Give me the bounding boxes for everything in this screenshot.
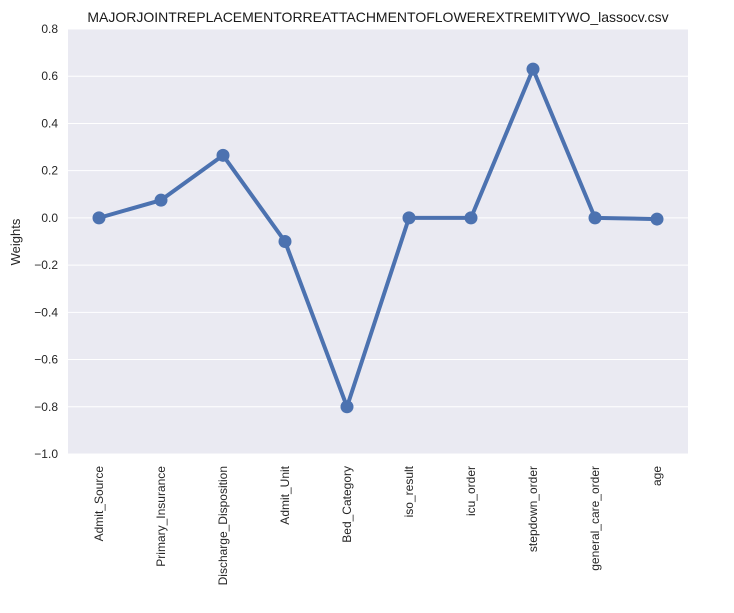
data-point: [340, 400, 354, 414]
y-tick-label: −0.2: [34, 258, 58, 272]
data-point: [526, 62, 540, 76]
x-tick-label: Admit_Unit: [278, 465, 292, 524]
x-tick-label: Discharge_Disposition: [216, 466, 230, 585]
x-tick-label: icu_order: [464, 466, 478, 516]
y-tick-label: 0.6: [41, 69, 58, 83]
data-point: [464, 211, 478, 225]
y-tick-label: −0.6: [34, 353, 58, 367]
data-point: [154, 193, 168, 207]
x-tick-label: Admit_Source: [92, 466, 106, 542]
y-axis-label: Weights: [8, 218, 23, 265]
y-tick-label: 0.4: [41, 116, 58, 130]
data-point: [216, 148, 230, 162]
plot-area: [68, 29, 688, 454]
x-tick-label: general_care_order: [588, 466, 602, 571]
data-point: [278, 235, 292, 248]
data-point: [588, 211, 602, 225]
x-tick-label: iso_result: [402, 465, 416, 517]
series-line: [98, 67, 658, 409]
x-axis-ticks: Admit_Source Primary_Insurance Discharge_D…: [92, 465, 664, 585]
series-weights: [92, 62, 664, 414]
y-tick-label: 0.2: [41, 164, 58, 178]
y-tick-label: −1.0: [34, 447, 58, 461]
x-tick-label: age: [650, 466, 664, 486]
gridlines: [68, 28, 688, 455]
data-point: [402, 211, 416, 225]
x-tick-label: Primary_Insurance: [154, 466, 168, 567]
y-tick-label: −0.8: [34, 400, 58, 414]
data-point: [650, 212, 664, 226]
y-tick-label: −0.4: [34, 305, 58, 319]
x-tick-label: Bed_Category: [340, 466, 354, 543]
y-tick-label: 0.8: [41, 22, 58, 36]
chart-title: MAJORJOINTREPLACEMENTORREATTACHMENTOFLOW…: [87, 9, 668, 25]
x-tick-label: stepdown_order: [526, 466, 540, 552]
data-point: [92, 211, 106, 225]
y-axis-ticks: 0.8 0.6 0.4 0.2 0.0 −0.2 −0.4 −0.6 −0.8 −1.0: [34, 22, 58, 461]
y-tick-label: 0.0: [41, 211, 58, 225]
